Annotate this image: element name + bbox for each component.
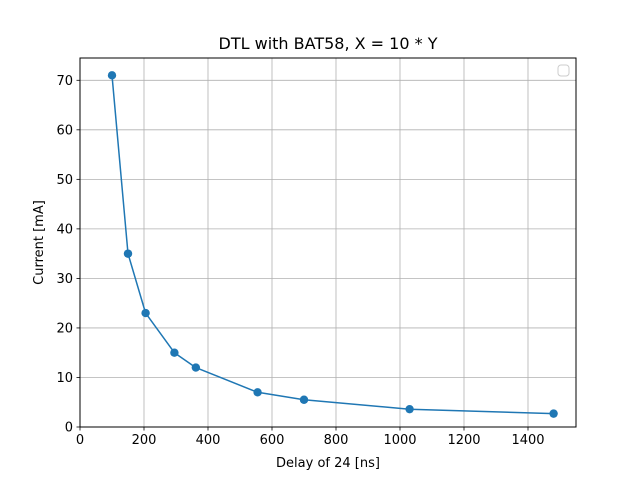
x-tick-label: 0 xyxy=(76,433,84,448)
y-tick-label: 60 xyxy=(56,123,73,138)
x-axis-label: Delay of 24 [ns] xyxy=(276,456,380,471)
chart-title: DTL with BAT58, X = 10 * Y xyxy=(219,34,438,53)
x-tick-label: 1400 xyxy=(511,433,544,448)
x-tick-label: 400 xyxy=(196,433,221,448)
x-tick-label: 200 xyxy=(132,433,157,448)
data-point xyxy=(123,249,133,258)
data-point xyxy=(191,363,201,372)
y-tick-label: 30 xyxy=(56,272,73,287)
x-tick-label: 1000 xyxy=(383,433,416,448)
y-axis-label: Current [mA] xyxy=(32,200,47,285)
data-point xyxy=(405,404,414,414)
x-tick-label: 600 xyxy=(260,433,285,448)
y-tick-label: 10 xyxy=(56,371,73,386)
ticks: 0 200 400 600 800 1000 1200 1400 0 10 20 30 40 50 60 70 xyxy=(56,74,544,448)
y-tick-label: 50 xyxy=(56,173,73,188)
data-point xyxy=(170,348,179,357)
grid xyxy=(79,58,576,428)
data-point xyxy=(141,308,150,318)
y-tick-label: 0 xyxy=(65,421,73,436)
data-point xyxy=(549,409,558,418)
legend xyxy=(557,64,570,77)
x-tick-label: 800 xyxy=(324,433,349,448)
y-tick-label: 70 xyxy=(56,74,73,89)
data-point xyxy=(299,395,309,404)
data-point xyxy=(107,71,117,80)
y-tick-label: 40 xyxy=(56,222,73,237)
plot-frame xyxy=(79,57,577,428)
y-tick-label: 20 xyxy=(56,321,73,336)
series-layer xyxy=(107,71,558,418)
x-tick-label: 1200 xyxy=(447,433,480,448)
data-point xyxy=(253,388,262,397)
